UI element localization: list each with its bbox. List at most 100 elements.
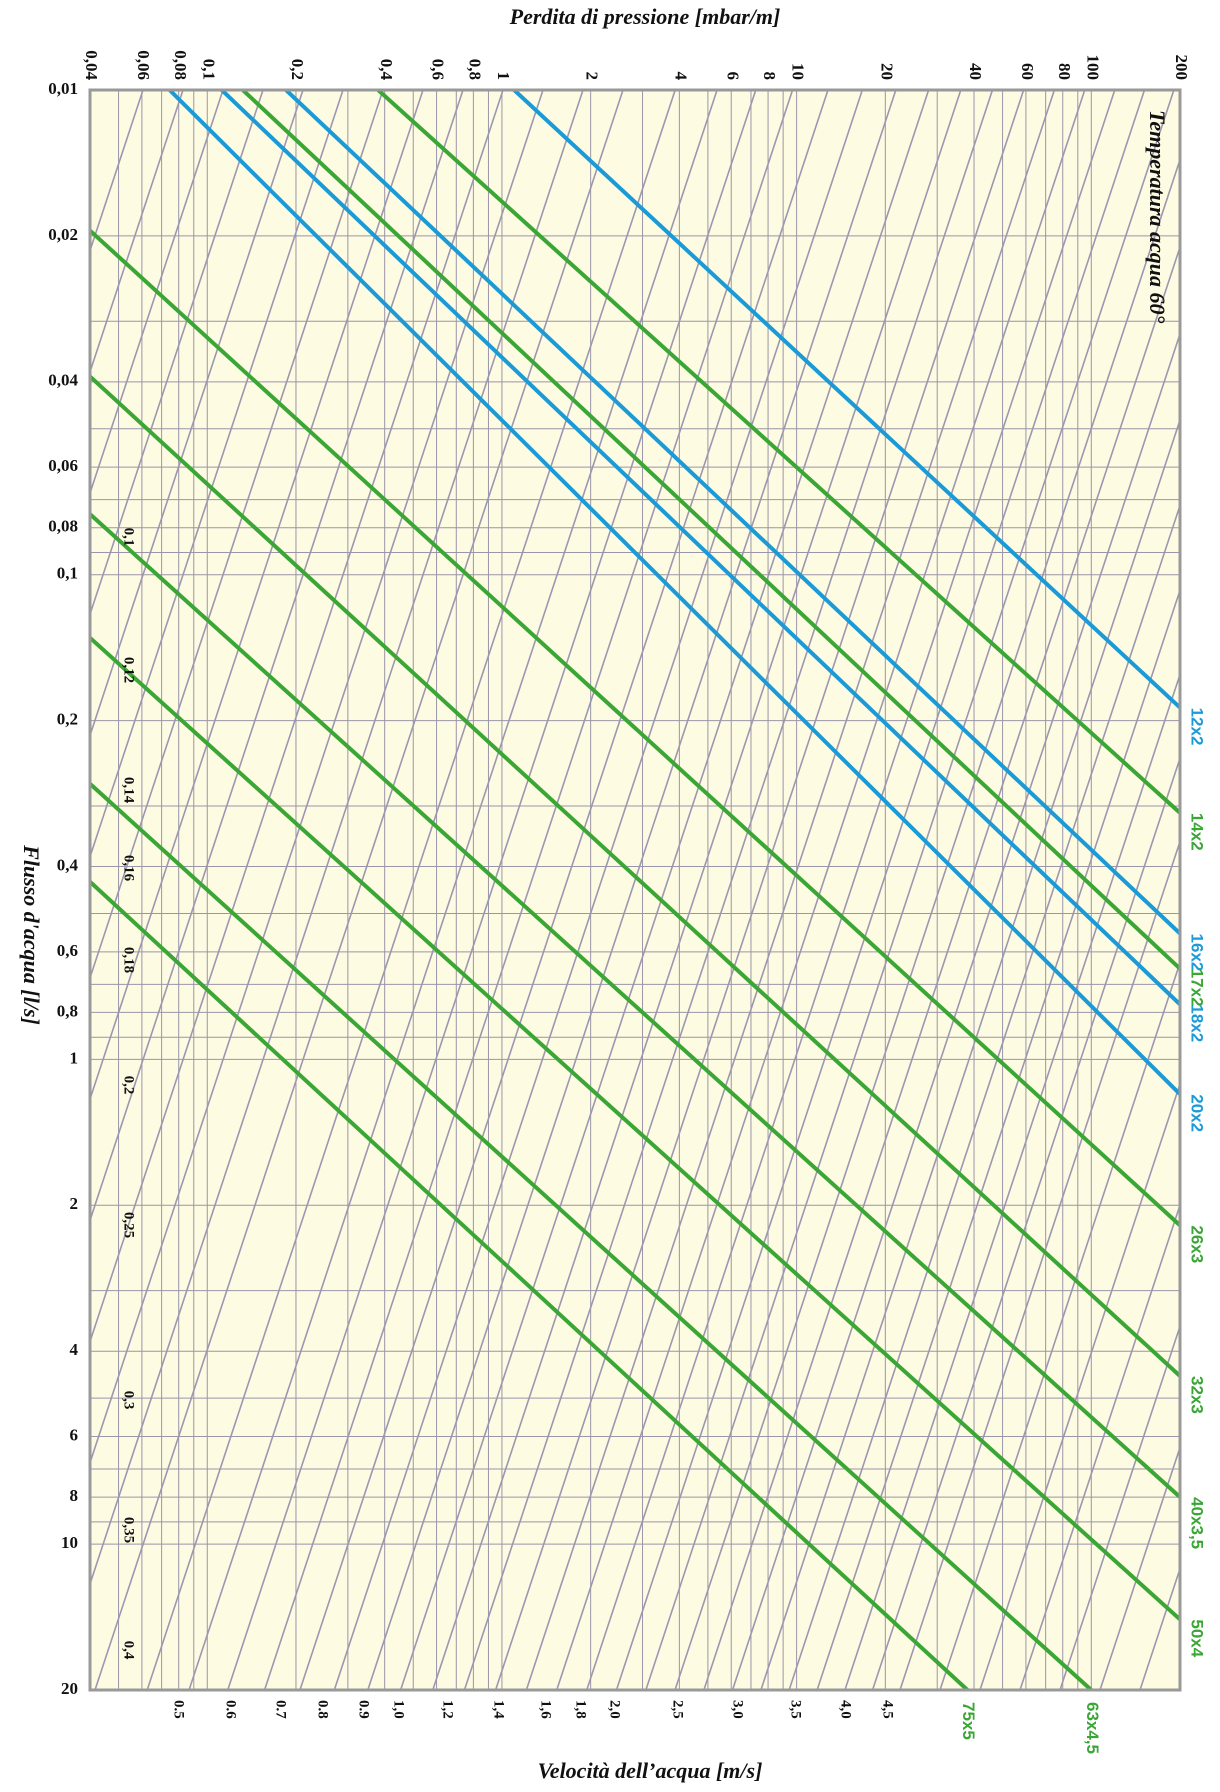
velocity-label: 0,25 — [121, 1212, 137, 1238]
velocity-label: 1,0 — [391, 1700, 407, 1719]
velocity-line — [146, 90, 676, 1690]
y-tick-label: 0,01 — [48, 79, 78, 98]
velocity-label: 0.8 — [315, 1700, 331, 1719]
x-tick-label: 0,4 — [377, 59, 396, 81]
x-tick-label: 1 — [494, 72, 513, 81]
velocity-line — [1019, 1202, 1180, 1690]
velocity-label: 0.9 — [356, 1700, 372, 1719]
x-tick-label: 80 — [1055, 63, 1074, 80]
x-tick-label: 40 — [966, 63, 985, 80]
y-tick-label: 0,2 — [57, 710, 78, 729]
velocity-line — [188, 90, 718, 1690]
pipe-label-12x2: 12x2 — [1188, 708, 1207, 746]
x-tick-label: 20 — [877, 63, 896, 80]
velocity-label: 0.5 — [171, 1700, 187, 1719]
velocity-label: 0,35 — [121, 1517, 137, 1543]
velocity-line — [432, 90, 962, 1690]
velocity-line — [463, 90, 994, 1690]
x-tick-label: 60 — [1018, 63, 1037, 80]
velocity-lines — [90, 90, 1180, 1690]
velocity-line — [645, 90, 1175, 1690]
velocity-line — [90, 90, 184, 375]
temperature-annotation: Temperatura acqua 60° — [1145, 110, 1170, 324]
pipe-label-75x5: 75x5 — [959, 1702, 978, 1740]
series-line-18x2 — [220, 90, 1180, 1006]
series-line-32x3 — [90, 375, 1180, 1378]
velocity-line — [760, 417, 1180, 1690]
x-tick-label: 2 — [583, 72, 602, 81]
y-tick-label: 1 — [70, 1048, 79, 1067]
velocity-line — [299, 90, 829, 1690]
velocity-label: 0.7 — [273, 1700, 289, 1719]
y-tick-label: 0,06 — [48, 456, 78, 475]
plot-background — [90, 90, 1180, 1690]
velocity-line — [94, 90, 624, 1690]
series-line-17x2 — [241, 90, 1180, 971]
velocity-line — [90, 90, 544, 1466]
velocity-line — [939, 960, 1180, 1690]
velocity-line — [399, 90, 930, 1690]
velocity-label: 1,2 — [440, 1700, 456, 1719]
velocity-line — [227, 90, 757, 1690]
series-line-20x2 — [168, 90, 1180, 1096]
velocity-label: 0,2 — [121, 1076, 137, 1095]
velocity-label: 1,6 — [538, 1700, 554, 1719]
pipe-label-40x3-5: 40x3,5 — [1188, 1497, 1207, 1549]
x-tick-label: 0,1 — [199, 59, 218, 80]
pipe-label-63x4-5: 63x4,5 — [1083, 1702, 1102, 1754]
y-tick-label: 0,04 — [48, 371, 78, 390]
y-tick-label: 0,6 — [57, 941, 78, 960]
velocity-line — [90, 90, 264, 617]
x-tick-label: 4 — [671, 72, 690, 81]
velocity-line — [494, 90, 1025, 1690]
series-line-12x2 — [512, 90, 1180, 710]
y-tick-label: 0,4 — [57, 855, 79, 874]
y-tick-label: 0,08 — [48, 517, 78, 536]
velocity-line — [263, 90, 794, 1690]
velocity-label: 4,0 — [838, 1700, 854, 1719]
velocity-line — [333, 90, 864, 1690]
x-tick-label: 8 — [760, 72, 779, 81]
velocity-label: 1,4 — [491, 1700, 507, 1719]
velocity-label: 0,18 — [121, 947, 137, 973]
y-tick-label: 6 — [70, 1425, 79, 1444]
velocity-line — [90, 90, 584, 1587]
velocity-label: 3,0 — [730, 1700, 746, 1719]
velocity-axis-title: Velocità dell’acqua [m/s] — [538, 1758, 763, 1783]
y-tick-label: 0,02 — [48, 225, 78, 244]
velocity-line — [90, 90, 424, 1102]
velocity-line — [90, 90, 384, 981]
velocity-line — [367, 90, 897, 1690]
series-line-50x4 — [90, 636, 1180, 1621]
pipe-series — [90, 90, 1180, 1690]
pipe-label-16x2: 16x2 — [1188, 934, 1207, 972]
y-tick-label: 2 — [70, 1194, 79, 1213]
x-tick-label: 0,6 — [429, 59, 448, 80]
series-line-14x2 — [376, 90, 1180, 815]
series-line-16x2 — [284, 90, 1180, 936]
x-tick-label: 100 — [1083, 55, 1102, 81]
velocity-line — [979, 1081, 1180, 1690]
velocity-label: 0,3 — [121, 1391, 137, 1410]
velocity-line — [90, 90, 464, 1223]
pipe-label-26x3: 26x3 — [1188, 1225, 1207, 1263]
velocity-line — [615, 90, 1146, 1690]
velocity-line — [816, 587, 1180, 1690]
velocity-line — [586, 90, 1116, 1690]
y-tick-label: 8 — [70, 1486, 79, 1505]
pipe-label-50x4: 50x4 — [1188, 1619, 1207, 1657]
velocity-line — [90, 90, 344, 860]
velocity-line — [90, 90, 304, 739]
velocity-label: 0.6 — [223, 1700, 239, 1719]
velocity-line — [1179, 1687, 1180, 1690]
series-line-26x3 — [90, 229, 1180, 1227]
pipe-label-18x2: 18x2 — [1188, 1004, 1207, 1042]
x-tick-label: 0,08 — [171, 50, 190, 80]
velocity-line — [555, 90, 1086, 1690]
y-tick-label: 20 — [61, 1679, 78, 1698]
y-tick-label: 0,8 — [57, 1001, 78, 1020]
x-tick-label: 0,8 — [465, 59, 484, 80]
y-axis-title: Flusso d'acqua [l/s] — [19, 844, 44, 1025]
